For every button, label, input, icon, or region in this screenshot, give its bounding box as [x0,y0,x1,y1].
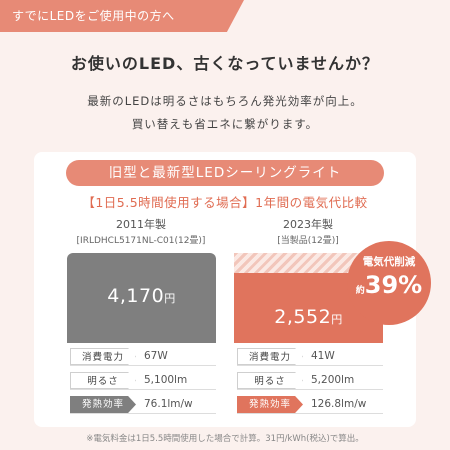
new-spec-power: 消費電力 41W [237,348,383,366]
headline: お使いのLED、古くなっていませんか？ [70,54,380,73]
new-cost-unit: 円 [331,313,343,326]
old-cost-bar [67,253,216,343]
spec-divider [237,389,383,390]
new-cost-number: 2,552 [274,306,332,328]
badge-percent: 39% [364,271,423,299]
new-cost-value: 2,552円 [234,306,383,328]
subtext-1: 最新のLEDは明るさはもちろん発光効率が向上。 [87,94,363,108]
old-model: [IRLDHCL5171NL-C01(12畳)] [76,236,206,246]
old-spec-brightness: 明るさ 5,100lm [70,372,216,390]
new-spec-efficiency: 発熱効率 126.8lm/w [237,396,383,414]
badge-label: 電気代削減 [362,256,416,268]
old-year: 2011年製 [116,218,166,231]
spec-value: 67W [144,350,168,362]
compare-title: 【1日5.5時間使用する場合】1年間の電気代比較 [82,195,368,210]
spec-divider [70,365,216,366]
spec-value: 76.1lm/w [144,398,193,410]
new-model: [当製品(12畳)] [277,236,339,246]
badge-approx: 約 [355,286,365,296]
old-cost-value: 4,170円 [67,285,216,307]
subtext-2: 買い替えも省エネに繋がります。 [131,117,319,131]
spec-divider [237,413,383,414]
old-spec-power: 消費電力 67W [70,348,216,366]
old-spec-efficiency: 発熱効率 76.1lm/w [70,396,216,414]
spec-value: 5,200lm [311,374,355,386]
spec-value: 5,100lm [144,374,188,386]
spec-label: 消費電力 [237,348,303,365]
card-title: 旧型と最新型LEDシーリングライト [66,160,384,186]
top-banner: すでにLEDをご使用中の方へ [0,0,244,32]
spec-label: 明るさ [70,372,136,389]
old-cost-unit: 円 [164,292,176,305]
footnote: ※電気料金は1日5.5時間使用した場合で計算。31円/kWh(税込)で算出。 [86,434,364,444]
spec-label: 発熱効率 [70,396,136,413]
savings-stripe [234,253,383,273]
spec-value: 41W [311,350,335,362]
spec-value: 126.8lm/w [311,398,367,410]
new-year: 2023年製 [283,218,333,231]
spec-divider [70,413,216,414]
spec-divider [70,389,216,390]
spec-label: 発熱効率 [237,396,303,413]
spec-divider [237,365,383,366]
spec-label: 消費電力 [70,348,136,365]
savings-badge: 電気代削減 約39% [347,241,431,325]
new-spec-brightness: 明るさ 5,200lm [237,372,383,390]
old-cost-number: 4,170 [107,285,165,307]
spec-label: 明るさ [237,372,303,389]
badge-percent-wrap: 約39% [347,271,431,299]
